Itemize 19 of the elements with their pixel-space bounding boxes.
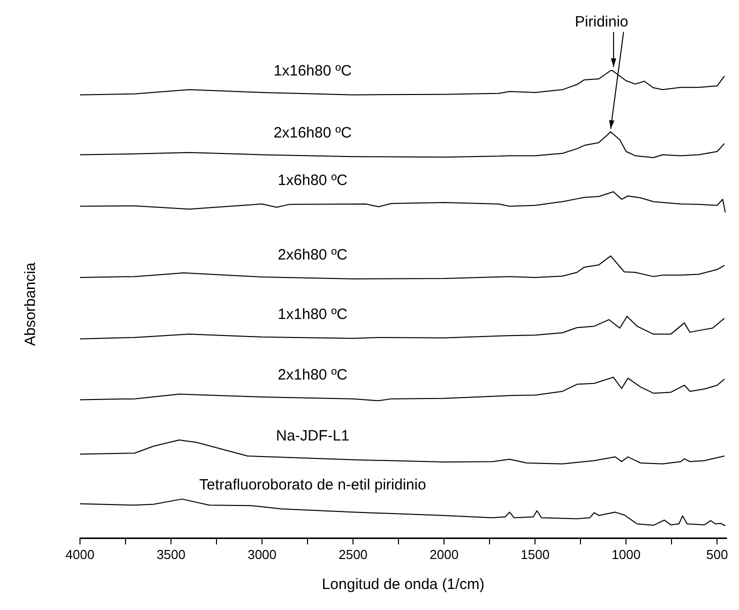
- x-tick-label: 1500: [520, 546, 550, 562]
- series-label: Na-JDF-L1: [276, 427, 350, 444]
- x-tick-label: 3000: [248, 546, 277, 562]
- series-label: Tetrafluoroborato de n-etil piridinio: [199, 476, 426, 494]
- series-label: 2x1h80 ºC: [278, 366, 348, 384]
- x-tick-label: 2000: [430, 546, 459, 562]
- x-tick-label: 4000: [66, 546, 94, 562]
- x-tick-label: 3500: [156, 546, 186, 562]
- y-axis-title: Absorbancia: [22, 262, 40, 346]
- series-label: 1x6h80 ºC: [278, 172, 348, 190]
- series-label: 2x6h80 ºC: [278, 246, 348, 264]
- x-tick-label: 2500: [338, 546, 368, 562]
- x-tick-label: 500: [706, 546, 728, 562]
- series-label: 2x16h80 ºC: [274, 124, 352, 142]
- series-label: 1x1h80 ºC: [278, 306, 348, 324]
- x-axis-title: Longitud de onda (1/cm): [322, 576, 484, 594]
- series-label: 1x16h80 ºC: [274, 62, 352, 80]
- x-tick-label: 1000: [612, 546, 641, 562]
- annotation: Piridinio: [574, 14, 628, 31]
